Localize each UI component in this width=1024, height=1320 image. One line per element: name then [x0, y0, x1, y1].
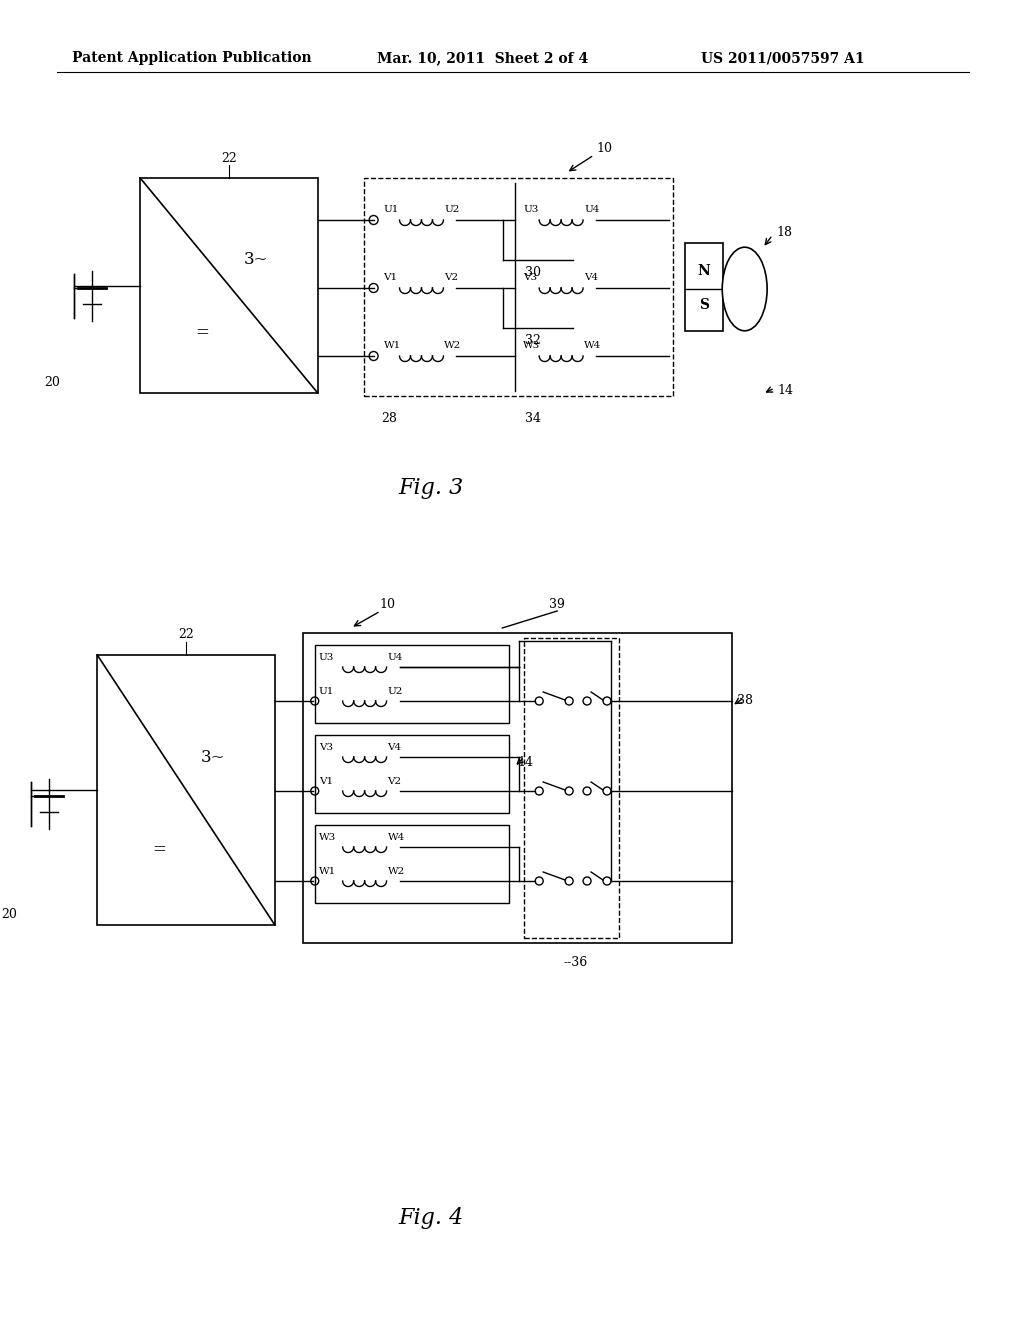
Text: V4: V4: [584, 272, 598, 281]
Text: U1: U1: [384, 205, 399, 214]
Text: 32: 32: [525, 334, 541, 347]
Text: W3: W3: [318, 833, 336, 842]
Text: 14: 14: [777, 384, 794, 397]
Text: Mar. 10, 2011  Sheet 2 of 4: Mar. 10, 2011 Sheet 2 of 4: [377, 51, 588, 65]
Text: N: N: [697, 264, 711, 279]
Text: U3: U3: [318, 653, 334, 663]
Text: W1: W1: [384, 341, 400, 350]
Text: V3: V3: [523, 272, 538, 281]
Bar: [97, 655, 274, 925]
Text: 10: 10: [380, 598, 395, 611]
Text: W2: W2: [444, 341, 462, 350]
Text: 22: 22: [178, 628, 194, 642]
Text: =: =: [153, 841, 166, 858]
Text: Fig. 3: Fig. 3: [398, 477, 464, 499]
Text: U2: U2: [444, 205, 460, 214]
Ellipse shape: [722, 247, 767, 331]
Text: 22: 22: [221, 152, 237, 165]
Text: V2: V2: [444, 272, 459, 281]
Text: U3: U3: [523, 205, 539, 214]
Bar: [303, 634, 732, 942]
Text: 30: 30: [525, 267, 542, 280]
Text: 20: 20: [2, 908, 17, 921]
Text: V3: V3: [318, 743, 333, 752]
Text: 10: 10: [596, 141, 612, 154]
Text: V1: V1: [384, 272, 397, 281]
Text: 28: 28: [382, 412, 397, 425]
Text: U1: U1: [318, 688, 334, 697]
Text: W2: W2: [387, 867, 404, 876]
Text: 3~: 3~: [244, 251, 268, 268]
Bar: [140, 178, 317, 393]
Text: W1: W1: [318, 867, 336, 876]
Bar: [314, 735, 509, 813]
Bar: [524, 638, 618, 939]
Text: 34: 34: [525, 412, 542, 425]
Text: U2: U2: [387, 688, 402, 697]
Text: W4: W4: [387, 833, 404, 842]
Text: 20: 20: [44, 376, 60, 389]
Text: Patent Application Publication: Patent Application Publication: [73, 51, 312, 65]
Text: V2: V2: [387, 777, 401, 787]
Text: Fig. 4: Fig. 4: [398, 1206, 464, 1229]
Text: 38: 38: [736, 694, 753, 708]
Text: =: =: [196, 325, 209, 342]
Text: U4: U4: [584, 205, 599, 214]
Text: S: S: [698, 298, 709, 312]
Text: U4: U4: [387, 653, 402, 663]
Text: --36: --36: [564, 957, 588, 969]
Text: 3~: 3~: [201, 750, 225, 766]
Bar: [314, 825, 509, 903]
Bar: [685, 243, 723, 331]
Text: 14: 14: [517, 755, 534, 768]
Text: 18: 18: [776, 227, 793, 239]
Text: W4: W4: [584, 341, 601, 350]
Bar: [364, 178, 673, 396]
Text: 39: 39: [549, 598, 565, 611]
Bar: [314, 645, 509, 723]
Text: V4: V4: [387, 743, 401, 752]
Text: W3: W3: [523, 341, 541, 350]
Text: V1: V1: [318, 777, 333, 787]
Text: US 2011/0057597 A1: US 2011/0057597 A1: [700, 51, 864, 65]
